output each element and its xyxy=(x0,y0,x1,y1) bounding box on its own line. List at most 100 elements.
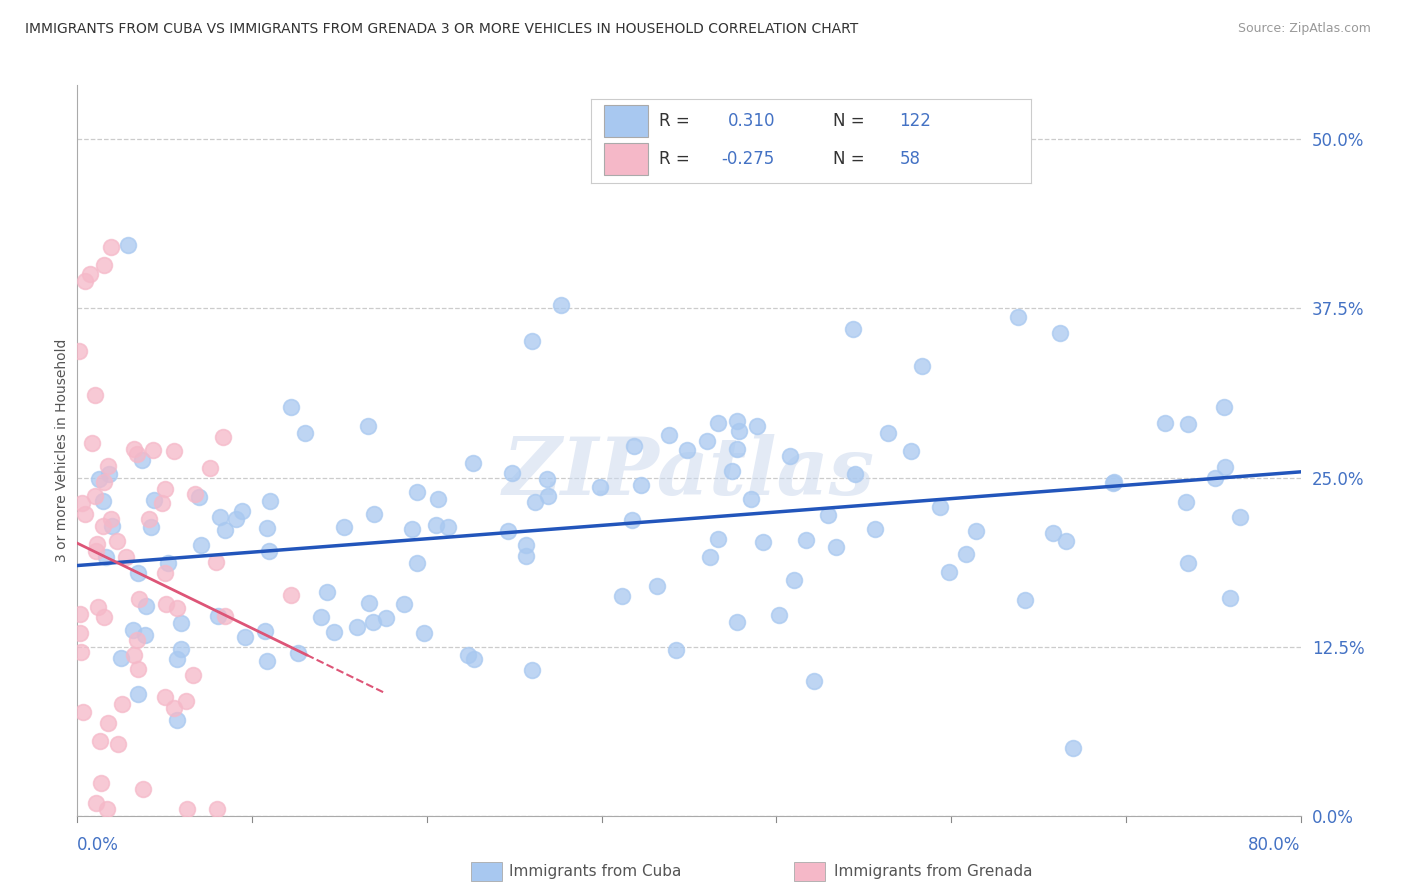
Point xyxy=(1174,495,1197,509)
Point xyxy=(87,472,110,486)
Point xyxy=(779,449,801,463)
Point xyxy=(721,464,744,478)
Point xyxy=(536,489,558,503)
Point xyxy=(768,607,790,622)
Point xyxy=(752,535,775,549)
Point xyxy=(143,492,166,507)
Text: ZIPatlas: ZIPatlas xyxy=(503,434,875,511)
Point xyxy=(100,240,122,254)
Point xyxy=(122,442,145,457)
Point xyxy=(501,466,523,480)
Point xyxy=(647,578,669,592)
Point xyxy=(955,547,977,561)
Point xyxy=(153,690,176,704)
Text: Immigrants from Cuba: Immigrants from Cuba xyxy=(509,864,682,879)
Point xyxy=(84,544,107,558)
Point xyxy=(188,490,211,504)
Text: 80.0%: 80.0% xyxy=(1249,837,1301,855)
Point xyxy=(86,537,108,551)
Point xyxy=(457,648,479,663)
Point xyxy=(162,443,184,458)
Point xyxy=(90,776,112,790)
Point xyxy=(1014,593,1036,607)
Point xyxy=(94,549,117,564)
Point xyxy=(1102,476,1125,491)
Point xyxy=(630,478,652,492)
Point xyxy=(72,705,94,719)
Point xyxy=(93,258,115,272)
Point xyxy=(965,524,987,538)
Text: 0.0%: 0.0% xyxy=(77,837,120,855)
Point xyxy=(333,520,356,534)
Point xyxy=(256,654,278,668)
Point xyxy=(374,610,396,624)
Text: IMMIGRANTS FROM CUBA VS IMMIGRANTS FROM GRENADA 3 OR MORE VEHICLES IN HOUSEHOLD : IMMIGRANTS FROM CUBA VS IMMIGRANTS FROM … xyxy=(25,22,859,37)
Point xyxy=(209,510,232,524)
Point xyxy=(135,599,157,613)
Point xyxy=(83,388,105,402)
Point xyxy=(589,480,612,494)
Point xyxy=(166,713,188,727)
Point xyxy=(125,632,148,647)
Point xyxy=(1204,471,1226,485)
Point xyxy=(122,624,145,638)
Point xyxy=(93,475,115,489)
Point xyxy=(357,596,380,610)
Point xyxy=(176,802,198,816)
Point xyxy=(105,533,128,548)
Point xyxy=(1007,310,1029,325)
Point xyxy=(1054,534,1077,549)
Point xyxy=(114,550,136,565)
Point xyxy=(725,442,748,456)
Point xyxy=(170,642,193,657)
Point xyxy=(740,491,762,506)
Point xyxy=(174,694,197,708)
Point xyxy=(280,400,302,414)
Point xyxy=(166,652,188,666)
Point xyxy=(181,668,204,682)
Point xyxy=(132,782,155,797)
Point xyxy=(412,626,434,640)
Point xyxy=(212,430,235,444)
Point xyxy=(287,647,309,661)
Point xyxy=(1177,417,1199,432)
Point xyxy=(863,522,886,536)
Point xyxy=(515,538,537,552)
Point xyxy=(747,418,769,433)
Point xyxy=(97,716,120,731)
Point xyxy=(205,802,228,816)
Point xyxy=(98,467,121,482)
Point xyxy=(183,487,205,501)
Point xyxy=(156,557,179,571)
Text: Immigrants from Grenada: Immigrants from Grenada xyxy=(834,864,1032,879)
Point xyxy=(69,607,91,621)
Point xyxy=(93,610,115,624)
Point xyxy=(522,334,544,348)
Point xyxy=(155,482,177,496)
Point xyxy=(706,416,728,430)
Point xyxy=(96,802,118,816)
Point xyxy=(550,297,572,311)
Point xyxy=(89,734,111,748)
Point xyxy=(361,615,384,629)
Point xyxy=(155,597,177,611)
Point xyxy=(463,652,485,666)
Point xyxy=(1177,557,1199,571)
Point xyxy=(461,456,484,470)
Point xyxy=(841,322,863,336)
Point xyxy=(1104,475,1126,489)
Point xyxy=(1215,460,1237,475)
Point xyxy=(253,624,276,638)
Point xyxy=(91,519,114,533)
Point xyxy=(162,700,184,714)
Point xyxy=(153,566,176,581)
Point xyxy=(803,674,825,689)
Point xyxy=(131,453,153,467)
Point xyxy=(727,425,749,439)
Point xyxy=(436,520,458,534)
Point xyxy=(707,533,730,547)
Point xyxy=(166,601,188,615)
Point xyxy=(84,796,107,810)
Point xyxy=(1154,416,1177,430)
Point xyxy=(70,645,93,659)
